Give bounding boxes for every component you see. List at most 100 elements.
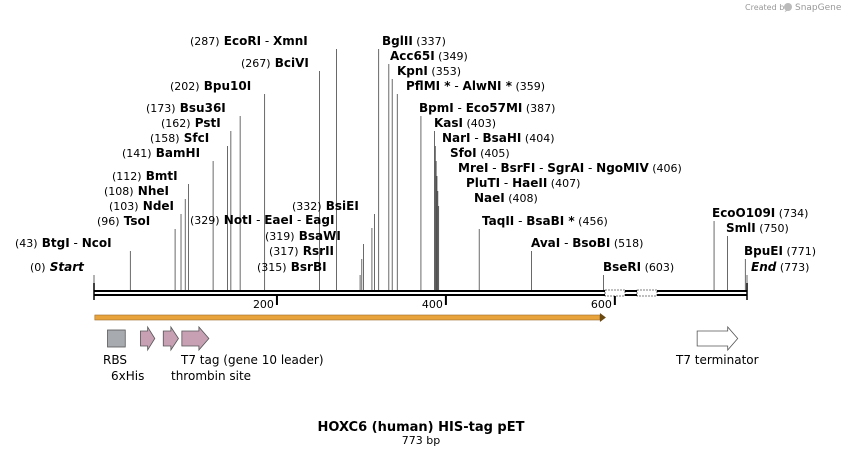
enzyme-nhei: NheI [134,184,169,198]
site-position: (403) [463,117,496,130]
enzyme-tsoi: TsoI [120,214,151,228]
site-label-403[interactable]: KasI (403) [434,116,496,130]
feature-t7-terminator[interactable]: T7 terminator [675,325,759,367]
site-label-387[interactable]: BpmI - Eco57MI (387) [419,101,555,115]
site-position: (349) [435,50,468,63]
site-separator: - [293,213,305,227]
site-label-315[interactable]: (315) BsrBI [257,260,327,274]
site-position: (112) [112,170,142,183]
site-label-359[interactable]: PflMI * - AlwNI * (359) [406,79,545,93]
enzyme-noti: NotI [220,213,253,227]
enzyme-btgi: BtgI [38,236,70,250]
feature-label: T7 terminator [675,353,759,367]
enzyme-acc65i: Acc65I [390,49,435,63]
site-position: (734) [775,207,808,220]
site-label-96[interactable]: (96) TsoI [97,214,150,228]
site-label-108[interactable]: (108) NheI [104,184,169,198]
axis-tick-label: 400 [422,298,443,311]
enzyme-bsabi: BsaBI * [526,214,575,228]
site-label-267[interactable]: (267) BciVI [241,56,309,70]
enzyme-kpni: KpnI [397,64,428,78]
enzyme-avai: AvaI [531,236,560,250]
site-position: (408) [505,192,538,205]
feature-rbs[interactable]: RBS [103,329,127,367]
site-label-773[interactable]: End (773) [751,260,809,274]
site-position: (108) [104,185,134,198]
site-label-319[interactable]: (319) BsaWI [265,229,341,243]
enzyme-mrei: MreI [458,161,488,175]
axis-tick-label: 600 [591,298,612,311]
enzyme-bsu36i: Bsu36I [176,101,226,115]
feature-arrow[interactable] [162,325,179,352]
backbone-gap [94,292,747,294]
site-label-173[interactable]: (173) Bsu36I [146,101,226,115]
site-label-112[interactable]: (112) BmtI [112,169,178,183]
enzyme-bseri: BseRI [603,260,641,274]
feature-t7-tag-gene-10-leader[interactable]: T7 tag (gene 10 leader) [180,325,324,367]
site-position: (43) [15,237,38,250]
site-label-404[interactable]: NarI - BsaHI (404) [442,131,554,145]
site-position: (406) [649,162,682,175]
enzyme-xmni: XmnI [273,34,308,48]
site-separator: - [261,34,273,48]
site-label-603[interactable]: BseRI (603) [603,260,674,274]
site-label-329[interactable]: (329) NotI - EaeI - EagI [190,213,334,227]
site-label-750[interactable]: SmlI (750) [726,221,789,235]
enzyme-end: End [751,260,777,274]
enzyme-pluti: PluTI [466,176,500,190]
site-position: (162) [161,117,191,130]
site-label-405[interactable]: SfoI (405) [450,146,510,160]
site-label-349[interactable]: Acc65I (349) [390,49,468,63]
feature-box[interactable] [107,329,126,348]
site-label-202[interactable]: (202) Bpu10I [170,79,251,93]
axis-ticks: 200 400 600 [253,296,616,311]
site-position: (337) [413,35,446,48]
enzyme-start: Start [46,260,86,274]
site-label-407[interactable]: PluTI - HaeII (407) [466,176,580,190]
feature-label: T7 tag (gene 10 leader) [180,353,324,367]
enzyme-ecori: EcoRI [220,34,261,48]
enzyme-bsrbi: BsrBI [287,260,327,274]
site-position: (387) [522,102,555,115]
snapgene-product-label: SnapGene [795,3,842,13]
site-label-162[interactable]: (162) PstI [161,116,221,130]
site-label-353[interactable]: KpnI (353) [397,64,461,78]
enzyme-bpu10i: Bpu10I [200,79,252,93]
feature-arrow[interactable] [181,325,210,352]
enzyme-ngomiv: NgoMIV [596,161,649,175]
site-label-518[interactable]: AvaI - BsoBI (518) [531,236,643,250]
enzyme-ncoi: NcoI [82,236,112,250]
site-separator: - [535,161,547,175]
orf-body[interactable] [94,314,601,321]
site-label-337[interactable]: BglII (337) [382,34,446,48]
feature-track: RBS 6xHis thrombin site T7 tag (gene 10 lea… [103,325,759,383]
site-label-406[interactable]: MreI - BsrFI - SgrAI - NgoMIV (406) [458,161,682,175]
site-label-771[interactable]: BpuEI (771) [744,244,816,258]
feature-arrow[interactable] [696,325,739,352]
site-position: (518) [610,237,643,250]
enzyme-bsrfi: BsrFI [500,161,535,175]
feature-6xhis[interactable]: 6xHis [111,325,156,383]
site-labels: (0) Start (43) BtgI - NcoI (96) TsoI(103) … [15,34,816,274]
site-label-287[interactable]: (287) EcoRI - XmnI [190,34,308,48]
orf-arrow[interactable] [94,313,606,322]
site-position: (173) [146,102,176,115]
enzyme-naei: NaeI [474,191,505,205]
site-label-158[interactable]: (158) SfcI [150,131,209,145]
feature-thrombin-site[interactable]: thrombin site [162,325,251,383]
site-label-408[interactable]: NaeI (408) [474,191,538,205]
enzyme-bsawi: BsaWI [295,229,341,243]
site-label-43[interactable]: (43) BtgI - NcoI [15,236,112,250]
site-position: (332) [292,200,322,213]
site-label-103[interactable]: (103) NdeI [109,199,174,213]
site-label-332[interactable]: (332) BsiEI [292,199,359,213]
site-label-0[interactable]: (0) Start [30,260,85,274]
site-label-141[interactable]: (141) BamHI [122,146,200,160]
site-position: (329) [190,214,220,227]
site-label-317[interactable]: (317) RsrII [269,244,334,258]
site-label-456[interactable]: TaqII - BsaBI * (456) [482,214,608,228]
feature-arrow[interactable] [140,325,156,352]
enzyme-bmti: BmtI [142,169,178,183]
site-label-734[interactable]: EcoO109I (734) [712,206,808,220]
feature-label: thrombin site [171,369,251,383]
